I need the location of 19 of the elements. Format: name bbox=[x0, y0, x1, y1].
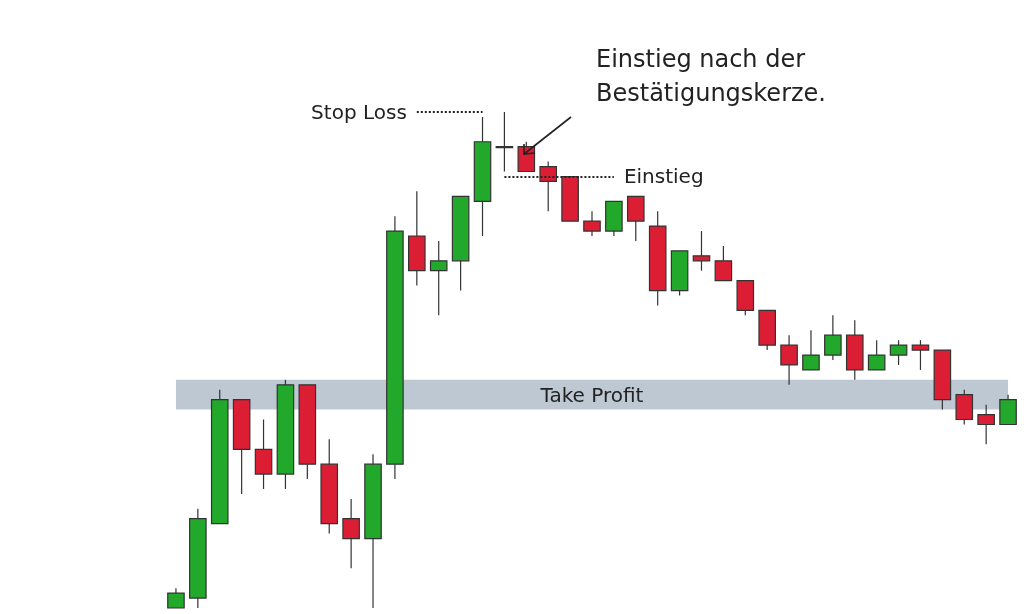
candlestick bbox=[977, 404, 995, 445]
candlestick bbox=[867, 339, 886, 371]
text: Einstieg nach der Bestätigungskerze. bbox=[596, 45, 826, 107]
candlestick bbox=[692, 230, 711, 272]
ref-line-label: Einstieg bbox=[623, 164, 704, 189]
candlestick bbox=[583, 210, 601, 237]
candlestick bbox=[167, 587, 185, 609]
candlestick bbox=[342, 498, 360, 569]
candlestick bbox=[429, 240, 448, 316]
candlestick bbox=[824, 314, 842, 361]
candlestick bbox=[889, 339, 908, 366]
candlestick bbox=[911, 339, 930, 371]
ref-line-label: Stop Loss bbox=[311, 100, 407, 124]
candlestick bbox=[714, 245, 733, 282]
candlestick bbox=[780, 334, 798, 386]
candlestick bbox=[539, 161, 558, 212]
band-label: Take Profit bbox=[539, 382, 644, 407]
candlestick bbox=[802, 329, 820, 371]
candlestick bbox=[495, 111, 514, 173]
